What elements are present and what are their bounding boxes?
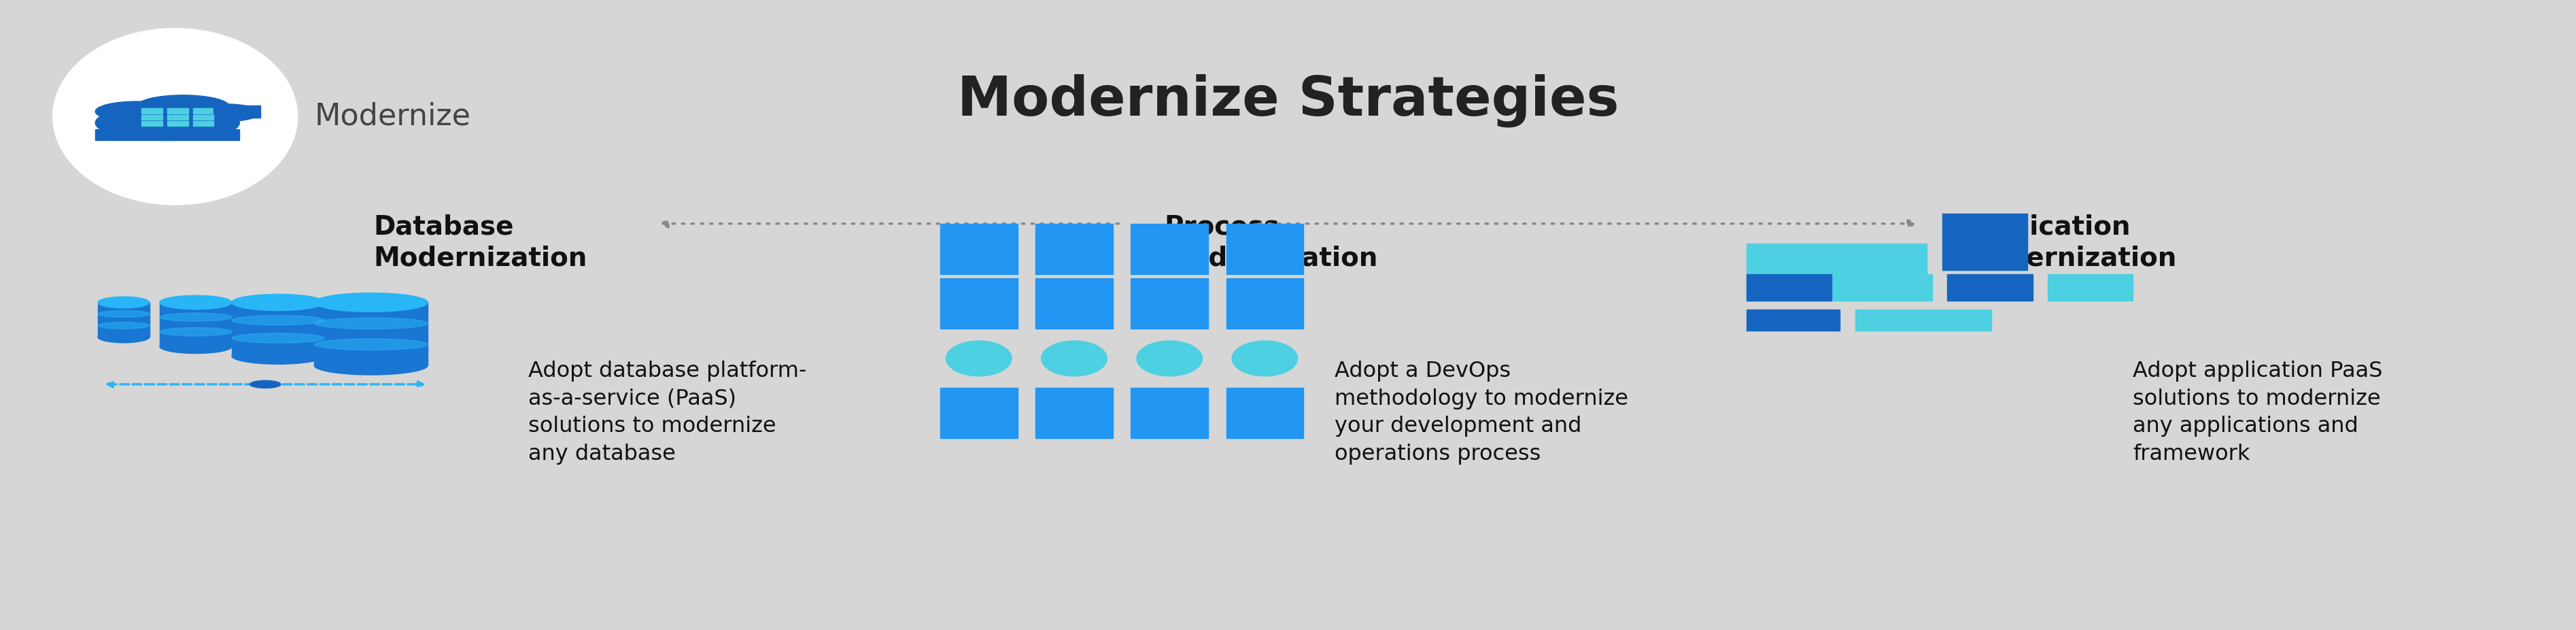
Ellipse shape [98, 322, 149, 329]
FancyBboxPatch shape [1131, 388, 1208, 438]
FancyBboxPatch shape [95, 129, 240, 140]
FancyBboxPatch shape [167, 108, 188, 113]
FancyBboxPatch shape [940, 388, 1018, 438]
Text: Process
Modernization: Process Modernization [1164, 214, 1378, 271]
Text: Modernize: Modernize [314, 102, 471, 131]
Ellipse shape [314, 356, 428, 375]
Ellipse shape [232, 348, 325, 364]
Ellipse shape [160, 328, 232, 336]
FancyBboxPatch shape [1226, 278, 1303, 329]
FancyBboxPatch shape [940, 224, 1018, 274]
Ellipse shape [232, 316, 325, 325]
FancyBboxPatch shape [1847, 274, 1932, 301]
Ellipse shape [98, 311, 149, 318]
Ellipse shape [314, 318, 428, 329]
Text: Adopt database platform-
as-a-service (PaaS)
solutions to modernize
any database: Adopt database platform- as-a-service (P… [528, 360, 806, 465]
FancyBboxPatch shape [142, 115, 162, 120]
FancyBboxPatch shape [167, 115, 188, 120]
Circle shape [95, 101, 178, 122]
Ellipse shape [1231, 341, 1298, 376]
FancyBboxPatch shape [1942, 214, 2027, 270]
FancyBboxPatch shape [1855, 309, 1991, 331]
FancyBboxPatch shape [1131, 224, 1208, 274]
FancyBboxPatch shape [142, 108, 162, 113]
Ellipse shape [98, 297, 149, 308]
Ellipse shape [160, 313, 232, 321]
Circle shape [137, 95, 229, 118]
FancyBboxPatch shape [193, 121, 214, 126]
FancyBboxPatch shape [314, 302, 428, 365]
Ellipse shape [160, 295, 232, 309]
FancyBboxPatch shape [1036, 224, 1113, 274]
FancyBboxPatch shape [1131, 278, 1208, 329]
Ellipse shape [232, 294, 325, 311]
Ellipse shape [232, 333, 325, 343]
FancyBboxPatch shape [1747, 274, 1832, 301]
FancyBboxPatch shape [1947, 274, 2032, 301]
Ellipse shape [314, 293, 428, 312]
Text: Modernize Strategies: Modernize Strategies [958, 74, 1618, 127]
Ellipse shape [1136, 341, 1203, 376]
FancyBboxPatch shape [240, 105, 260, 118]
Ellipse shape [314, 339, 428, 350]
Text: Adopt a DevOps
methodology to modernize
your development and
operations process: Adopt a DevOps methodology to modernize … [1334, 360, 1628, 465]
FancyBboxPatch shape [193, 108, 214, 113]
FancyBboxPatch shape [1747, 244, 1927, 301]
FancyBboxPatch shape [1226, 388, 1303, 438]
Ellipse shape [1041, 341, 1108, 376]
FancyBboxPatch shape [160, 302, 232, 346]
Ellipse shape [54, 28, 299, 205]
Ellipse shape [160, 340, 232, 353]
FancyBboxPatch shape [1036, 278, 1113, 329]
Circle shape [250, 381, 281, 388]
Circle shape [188, 104, 260, 122]
FancyBboxPatch shape [940, 278, 1018, 329]
FancyBboxPatch shape [1226, 224, 1303, 274]
FancyBboxPatch shape [167, 121, 188, 126]
FancyBboxPatch shape [232, 302, 325, 356]
FancyBboxPatch shape [142, 121, 162, 126]
FancyBboxPatch shape [214, 105, 234, 113]
Ellipse shape [98, 331, 149, 343]
FancyBboxPatch shape [1747, 309, 1839, 331]
FancyBboxPatch shape [98, 302, 149, 337]
Text: Application
Modernization: Application Modernization [1963, 214, 2177, 271]
FancyBboxPatch shape [1036, 388, 1113, 438]
Text: Adopt application PaaS
solutions to modernize
any applications and
framework: Adopt application PaaS solutions to mode… [2133, 360, 2383, 465]
Circle shape [95, 105, 240, 140]
Ellipse shape [945, 341, 1012, 376]
FancyBboxPatch shape [2048, 274, 2133, 301]
FancyBboxPatch shape [193, 115, 214, 120]
Text: Database
Modernization: Database Modernization [374, 214, 587, 271]
